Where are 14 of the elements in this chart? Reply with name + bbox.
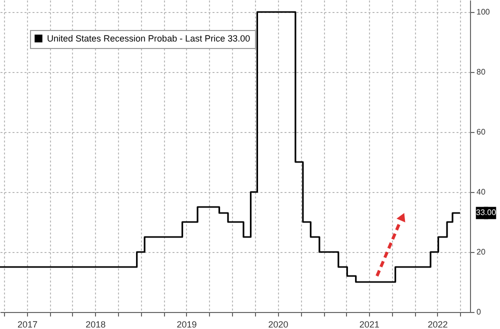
x-tick-label: 2022: [428, 320, 448, 329]
y-tick-label: 60: [476, 128, 486, 136]
legend-label: United States Recession Probab - Last Price 33.00: [47, 34, 250, 44]
x-tick-label: 2020: [268, 320, 288, 329]
annotation: 33.00: [476, 208, 497, 217]
y-tick-label: 80: [476, 68, 486, 76]
y-tick-label: 0: [476, 308, 482, 316]
y-tick-label: 100: [476, 8, 490, 16]
x-tick-label: 2019: [176, 320, 197, 329]
x-tick-label: 2021: [359, 320, 380, 329]
y-tick-label: 40: [476, 188, 486, 196]
x-tick-label: 2018: [86, 320, 106, 329]
x-tick-label: 2017: [17, 320, 38, 329]
y-tick-label: 20: [476, 248, 486, 256]
